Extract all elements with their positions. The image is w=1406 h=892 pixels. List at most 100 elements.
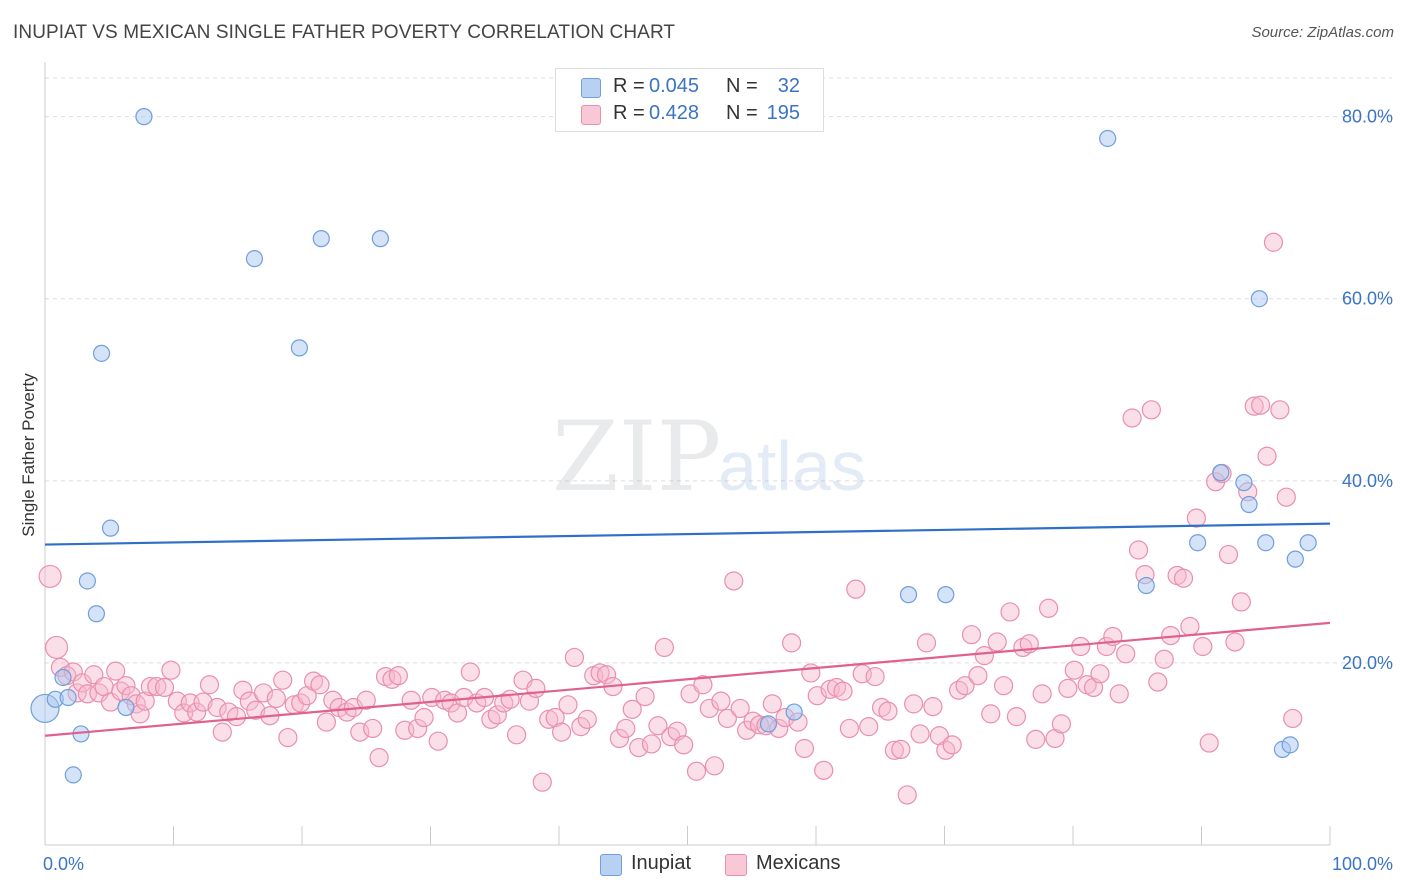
- inupiat-point: [371, 230, 389, 248]
- mexicans-point: [674, 735, 694, 755]
- inupiat-point: [1099, 129, 1117, 148]
- mexicans-point: [526, 678, 546, 699]
- inupiat-point: [1240, 495, 1258, 514]
- inupiat-points: [30, 108, 1317, 784]
- mexicans-point: [762, 694, 782, 714]
- mexicans-point: [558, 695, 578, 715]
- r-label: R =: [613, 75, 645, 97]
- mexicans-point: [814, 760, 834, 780]
- y-tick-label: 20.0%: [1342, 653, 1393, 673]
- mexicans-point: [1193, 636, 1213, 657]
- mexicans-point: [826, 677, 847, 698]
- watermark: ZIP atlas: [552, 401, 866, 513]
- mexicans-legend-swatch: [725, 854, 747, 876]
- mexicans-point: [1283, 708, 1303, 729]
- mexicans-point: [401, 690, 421, 710]
- mexicans-point: [323, 690, 343, 710]
- watermark-zip: ZIP: [552, 401, 721, 513]
- inupiat-point: [1189, 534, 1207, 552]
- n-value: 32: [777, 75, 800, 97]
- mexicans-point: [207, 697, 227, 718]
- mexicans-point: [571, 717, 591, 737]
- mexicans-point: [699, 698, 719, 719]
- mexicans-point: [994, 676, 1014, 696]
- mexicans-point: [717, 708, 737, 729]
- inupiat-point: [64, 766, 82, 784]
- mexicans-point: [1141, 400, 1161, 420]
- mexicans-point: [350, 722, 370, 742]
- mexicans-point: [316, 712, 337, 732]
- y-tick-label: 60.0%: [1342, 289, 1393, 309]
- mexicans-point: [212, 722, 232, 742]
- inupiat-point: [312, 230, 330, 248]
- inupiat-point: [101, 519, 120, 537]
- mexicans-point: [1064, 660, 1084, 680]
- mexicans-point: [865, 666, 885, 687]
- mexicans-point: [942, 735, 962, 755]
- mexicans-point: [291, 693, 311, 713]
- mexicans-point: [428, 731, 448, 751]
- mexicans-point: [1199, 733, 1219, 753]
- mexicans-point: [1038, 598, 1059, 618]
- mexicans-swatch: [581, 105, 601, 125]
- inupiat-point: [1137, 576, 1155, 595]
- mexicans-point: [1116, 644, 1136, 664]
- mexicans-point: [1122, 408, 1142, 428]
- inupiat-point: [78, 572, 97, 590]
- inupiat-point: [245, 250, 264, 268]
- mexicans-point: [116, 676, 136, 696]
- mexicans-point: [199, 675, 220, 695]
- mexicans-point: [961, 625, 982, 645]
- mexicans-point: [616, 718, 636, 739]
- mexicans-point: [974, 646, 994, 666]
- inupiat-legend-swatch: [600, 854, 622, 876]
- mexicans-point: [253, 683, 274, 703]
- mexicans-point: [356, 690, 376, 710]
- n-label: N =: [726, 75, 758, 97]
- mexicans-point: [1244, 396, 1264, 416]
- inupiat-point: [1299, 534, 1317, 552]
- mexicans-point: [564, 647, 585, 668]
- inupiat-point: [899, 586, 918, 604]
- mexicans-point: [1251, 395, 1271, 415]
- y-tick-label: 80.0%: [1342, 107, 1393, 127]
- mexicans-point: [226, 707, 247, 727]
- mexicans-point: [577, 709, 597, 729]
- mexicans-point: [609, 728, 629, 749]
- mexicans-point: [1090, 664, 1110, 684]
- mexicans-point: [193, 692, 213, 712]
- mexicans-point: [878, 701, 898, 721]
- mexicans-point: [388, 666, 408, 686]
- mexicans-point: [833, 681, 853, 701]
- mexicans-point: [161, 660, 181, 680]
- mexicans-point: [1276, 487, 1296, 507]
- mexicans-point: [414, 707, 434, 728]
- mexicans-point: [1218, 544, 1239, 565]
- mexicans-point: [363, 718, 383, 739]
- mexicans-points: [38, 232, 1303, 805]
- mexicans-legend-label: Mexicans: [756, 852, 841, 874]
- mexicans-point: [135, 691, 155, 711]
- inupiat-point: [92, 344, 111, 362]
- inupiat-point: [937, 586, 955, 604]
- x-tick-labels: 0.0% 100.0%: [43, 854, 1393, 874]
- inupiat-point: [117, 698, 135, 717]
- mexicans-point: [635, 686, 655, 707]
- mexicans-point: [1263, 232, 1284, 252]
- inupiat-point: [1257, 534, 1275, 552]
- mexicans-point: [1270, 400, 1290, 420]
- mexicans-point: [246, 700, 266, 720]
- inupiat-point: [1281, 736, 1299, 754]
- mexicans-point: [140, 676, 160, 697]
- inupiat-point: [135, 108, 153, 126]
- mexicans-point: [38, 564, 62, 589]
- bottom-legend: Inupiat Mexicans: [0, 852, 1406, 882]
- mexicans-point: [897, 785, 917, 805]
- mexicans-point: [629, 737, 649, 758]
- inupiat-point: [1212, 464, 1230, 482]
- mexicans-point: [1231, 592, 1251, 612]
- inupiat-swatch: [581, 78, 601, 98]
- legend-row-mexicans: R = 0.428 N = 195: [556, 101, 823, 127]
- mexicans-trend-line: [44, 621, 1331, 737]
- mexicans-point: [654, 637, 674, 658]
